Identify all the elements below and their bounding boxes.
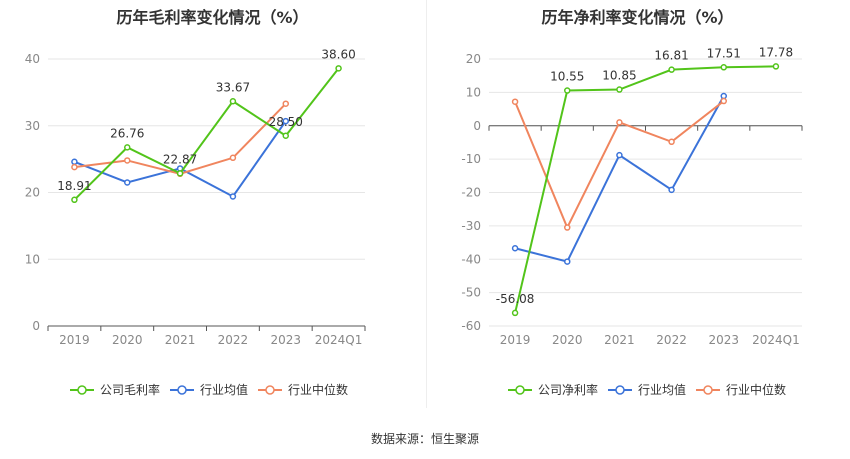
data-label: 17.51 xyxy=(707,46,741,60)
gross-margin-plot: 0 10 20 30 40 2019 2020 2021 2022 2023 2024Q1 18.91… xyxy=(25,47,366,397)
y-tick-label: 20 xyxy=(466,52,481,66)
y-tick-label: -20 xyxy=(461,186,481,200)
data-point xyxy=(564,224,571,231)
y-tick-label: 20 xyxy=(25,186,40,200)
data-label: 22.87 xyxy=(163,152,197,166)
legend-marker xyxy=(265,385,275,395)
data-label: 17.78 xyxy=(759,45,793,59)
legend-label: 行业均值 xyxy=(638,382,686,397)
data-point xyxy=(668,138,675,146)
data-point xyxy=(71,158,78,166)
data-point xyxy=(668,66,675,73)
data-point xyxy=(511,309,519,317)
x-tick-label: 2023 xyxy=(708,333,739,347)
x-tick-label: 2023 xyxy=(270,333,301,347)
panel-divider xyxy=(426,0,427,408)
data-label: 26.76 xyxy=(110,126,144,140)
x-tick-label: 2022 xyxy=(218,333,249,347)
legend-marker xyxy=(77,385,87,395)
legend-item: 公司毛利率 xyxy=(70,382,160,397)
y-tick-label: 0 xyxy=(32,319,40,333)
x-tick-label: 2024Q1 xyxy=(315,333,363,347)
x-tick-label: 2019 xyxy=(59,333,90,347)
data-point xyxy=(616,151,623,159)
gross-margin-chart: 历年毛利率变化情况（%） 0 10 20 30 40 2019 2020 2021 2022 20… xyxy=(0,0,425,420)
data-label: 18.91 xyxy=(57,179,91,193)
data-point xyxy=(282,117,289,125)
y-tick-label: 10 xyxy=(466,85,481,99)
data-point xyxy=(720,97,727,105)
data-label: 38.60 xyxy=(321,47,355,61)
legend-marker xyxy=(615,385,625,395)
data-label: 16.81 xyxy=(654,49,688,63)
legend-label: 行业中位数 xyxy=(288,382,348,397)
chart-title: 历年净利率变化情况（%） xyxy=(541,8,734,27)
x-tick-label: 2021 xyxy=(165,333,196,347)
data-label: 10.85 xyxy=(602,69,636,83)
y-tick-label: 10 xyxy=(25,252,40,266)
x-tick-label: 2022 xyxy=(656,333,687,347)
data-point xyxy=(282,132,289,140)
data-point xyxy=(335,65,342,72)
data-point xyxy=(772,63,780,70)
data-point xyxy=(564,258,571,265)
y-tick-label: -30 xyxy=(461,219,481,233)
legend-label: 公司毛利率 xyxy=(100,382,160,397)
data-label: -56.08 xyxy=(496,292,535,306)
data-point xyxy=(282,100,289,107)
x-tick-label: 2020 xyxy=(552,333,583,347)
net-margin-chart: 历年净利率变化情况（%） -60 -50 -40 -30 -20 -10 0 10 20 2019… xyxy=(425,0,850,420)
series-line xyxy=(514,65,776,314)
data-point xyxy=(511,98,519,105)
legend-label: 行业中位数 xyxy=(726,382,786,397)
x-tick-label: 2021 xyxy=(604,333,635,347)
y-tick-label: -40 xyxy=(461,252,481,266)
data-label: 33.67 xyxy=(216,80,250,94)
data-point xyxy=(668,186,675,194)
data-point xyxy=(616,86,623,93)
data-point xyxy=(229,98,237,105)
data-source-note: 数据来源：恒生聚源 xyxy=(370,432,479,446)
y-tick-label: 0 xyxy=(473,119,481,133)
legend-item: 公司净利率 xyxy=(508,382,598,397)
data-point xyxy=(720,64,727,71)
data-point xyxy=(176,170,184,177)
legend-label: 行业均值 xyxy=(200,382,248,397)
series-line xyxy=(73,67,340,201)
net-margin-plot: -60 -50 -40 -30 -20 -10 0 10 20 2019 2020 2021 2022 2… xyxy=(461,45,803,397)
legend-marker xyxy=(515,385,525,395)
x-tick-label: 2024Q1 xyxy=(752,333,800,347)
x-tick-label: 2019 xyxy=(500,333,531,347)
y-tick-label: 40 xyxy=(25,52,40,66)
chart-title: 历年毛利率变化情况（%） xyxy=(116,8,309,27)
x-tick-label: 2020 xyxy=(112,333,143,347)
data-point xyxy=(229,193,237,200)
data-point xyxy=(71,163,78,171)
data-point xyxy=(616,119,623,126)
data-point xyxy=(124,144,131,151)
data-label: 28.50 xyxy=(269,115,303,129)
y-tick-label: 30 xyxy=(25,119,40,133)
legend-marker xyxy=(703,385,713,395)
legend-label: 公司净利率 xyxy=(538,382,598,397)
data-point xyxy=(124,179,131,186)
data-point xyxy=(720,92,727,100)
legend-item: 行业中位数 xyxy=(696,382,786,397)
legend-item: 行业中位数 xyxy=(258,382,348,397)
legend-item: 行业均值 xyxy=(170,382,248,397)
data-label: 10.55 xyxy=(550,70,584,84)
data-point xyxy=(564,87,571,94)
y-tick-label: -60 xyxy=(461,319,481,333)
data-point xyxy=(511,244,519,252)
legend-item: 行业均值 xyxy=(608,382,686,397)
legend-marker xyxy=(177,385,187,395)
data-point xyxy=(229,154,237,162)
data-point xyxy=(124,157,131,164)
y-tick-label: -10 xyxy=(461,152,481,166)
data-point xyxy=(71,196,78,204)
y-tick-label: -50 xyxy=(461,286,481,300)
